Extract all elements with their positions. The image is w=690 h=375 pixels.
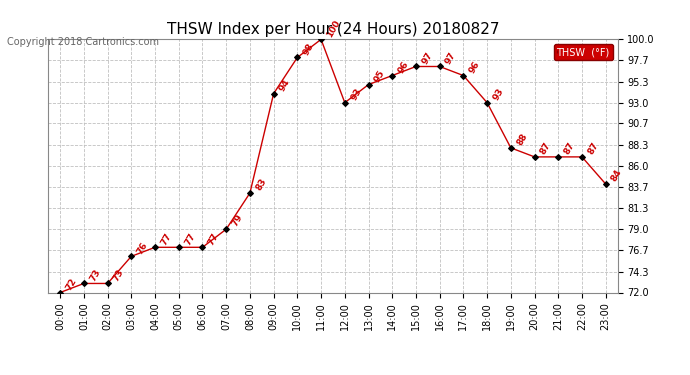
Point: [482, 100, 493, 106]
Point: [505, 145, 516, 151]
Text: 96: 96: [468, 59, 482, 75]
Point: [268, 91, 279, 97]
Point: [292, 54, 303, 60]
Title: THSW Index per Hour (24 Hours) 20180827: THSW Index per Hour (24 Hours) 20180827: [167, 22, 499, 37]
Point: [458, 72, 469, 78]
Point: [197, 244, 208, 250]
Point: [553, 154, 564, 160]
Point: [221, 226, 232, 232]
Point: [244, 190, 255, 196]
Point: [434, 63, 445, 69]
Point: [529, 154, 540, 160]
Text: Copyright 2018 Cartronics.com: Copyright 2018 Cartronics.com: [7, 37, 159, 47]
Text: 77: 77: [159, 231, 173, 246]
Text: 87: 87: [539, 141, 553, 156]
Point: [126, 254, 137, 260]
Text: 79: 79: [230, 213, 244, 228]
Point: [386, 72, 397, 78]
Point: [173, 244, 184, 250]
Text: 83: 83: [254, 177, 268, 192]
Text: 98: 98: [302, 41, 315, 57]
Text: 77: 77: [183, 231, 197, 246]
Point: [339, 100, 351, 106]
Point: [363, 82, 374, 88]
Text: 73: 73: [88, 267, 102, 283]
Text: 94: 94: [278, 77, 292, 93]
Text: 88: 88: [515, 132, 529, 147]
Point: [79, 280, 90, 286]
Point: [600, 181, 611, 187]
Text: 96: 96: [396, 59, 411, 75]
Point: [55, 290, 66, 296]
Text: 95: 95: [373, 68, 387, 84]
Point: [315, 36, 326, 42]
Text: 93: 93: [349, 87, 363, 102]
Point: [411, 63, 422, 69]
Point: [150, 244, 161, 250]
Legend: THSW  (°F): THSW (°F): [553, 44, 613, 60]
Text: 97: 97: [444, 50, 458, 66]
Text: 76: 76: [135, 240, 150, 255]
Text: 72: 72: [64, 276, 79, 292]
Point: [576, 154, 587, 160]
Text: 84: 84: [610, 168, 624, 183]
Text: 100: 100: [325, 18, 342, 39]
Text: 77: 77: [206, 231, 221, 246]
Text: 73: 73: [112, 267, 126, 283]
Text: 87: 87: [586, 141, 600, 156]
Text: 97: 97: [420, 50, 434, 66]
Point: [102, 280, 113, 286]
Text: 93: 93: [491, 87, 505, 102]
Text: 87: 87: [562, 141, 577, 156]
